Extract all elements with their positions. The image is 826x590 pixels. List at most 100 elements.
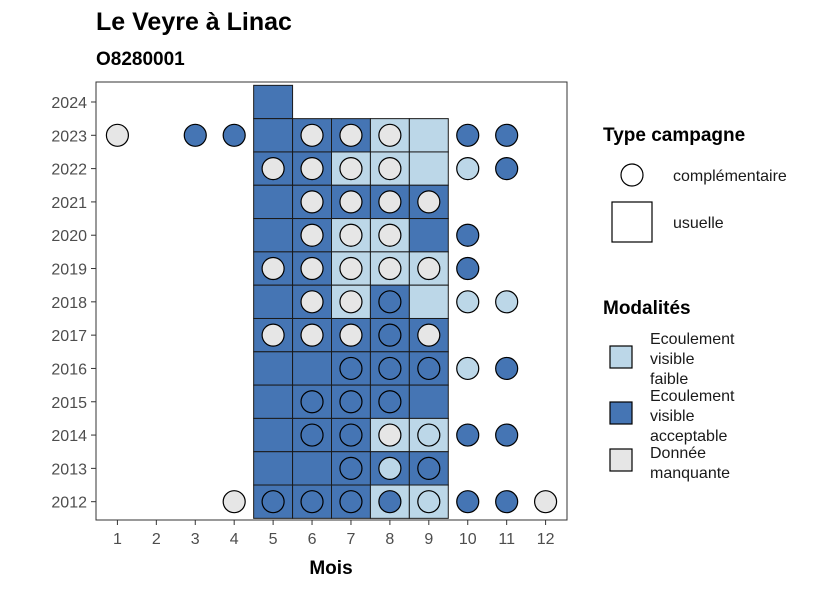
legend-fill-key-2 bbox=[609, 401, 633, 425]
y-tick-label: 2023 bbox=[51, 128, 87, 145]
point-2017-7 bbox=[339, 323, 363, 347]
point-2019-6 bbox=[300, 256, 324, 281]
point-2013-8 bbox=[378, 456, 402, 480]
point-2012-10 bbox=[456, 490, 480, 514]
chart-title: Le Veyre à Linac bbox=[96, 8, 292, 36]
y-axis: 2012 2013 2014 2015 2016 2017 2018 2019 2020 2021… bbox=[51, 95, 96, 512]
legend-fill-label-1: Ecoulement visible faible bbox=[650, 331, 735, 388]
plot-area bbox=[95, 81, 568, 521]
x-tick-label: 12 bbox=[537, 531, 555, 548]
point-2023-4 bbox=[222, 123, 246, 147]
point-2012-7 bbox=[339, 490, 363, 514]
point-2022-6 bbox=[300, 157, 324, 181]
point-2023-10 bbox=[456, 123, 480, 147]
tile-2023-5 bbox=[253, 118, 294, 153]
tile-2013-6 bbox=[292, 451, 332, 486]
point-2023-6 bbox=[300, 123, 324, 147]
y-tick-label: 2014 bbox=[51, 428, 87, 445]
y-tick-label: 2020 bbox=[51, 228, 87, 245]
point-2019-9 bbox=[417, 256, 441, 281]
point-2016-11 bbox=[495, 356, 519, 381]
point-2019-8 bbox=[378, 256, 402, 281]
point-2016-10 bbox=[456, 356, 480, 381]
x-tick-label: 5 bbox=[269, 531, 278, 548]
legend-modalites: Modalités Ecoulement visible faibleEcoulem… bbox=[603, 298, 735, 482]
y-tick-label: 2021 bbox=[51, 195, 87, 212]
tile-2021-5 bbox=[253, 184, 294, 220]
point-2015-8 bbox=[378, 390, 402, 414]
legend-shape-label-2: usuelle bbox=[673, 215, 724, 232]
x-tick-label: 9 bbox=[424, 531, 433, 548]
tile-2020-9 bbox=[408, 218, 449, 253]
x-tick-label: 6 bbox=[308, 531, 317, 548]
legend-fill-label-3: Donnée manquante bbox=[650, 445, 730, 482]
point-2022-5 bbox=[261, 157, 285, 181]
point-2014-10 bbox=[456, 423, 480, 447]
point-2013-7 bbox=[339, 456, 363, 480]
point-2015-6 bbox=[300, 390, 324, 414]
x-axis-title: Mois bbox=[309, 558, 352, 579]
y-tick-label: 2019 bbox=[51, 262, 87, 279]
tile-2018-9 bbox=[408, 284, 449, 319]
x-tick-label: 10 bbox=[459, 531, 477, 548]
tile-2020-5 bbox=[253, 218, 294, 253]
y-tick-label: 2017 bbox=[51, 328, 87, 345]
tile-2024-5 bbox=[253, 84, 294, 120]
point-2015-7 bbox=[339, 390, 363, 414]
point-2016-7 bbox=[339, 356, 363, 381]
tile-2014-5 bbox=[253, 417, 294, 453]
point-2018-6 bbox=[300, 290, 324, 314]
x-tick-label: 1 bbox=[113, 531, 122, 548]
point-2017-8 bbox=[378, 323, 402, 347]
point-2013-9 bbox=[417, 456, 441, 480]
legend-shape-label-1: complémentaire bbox=[673, 168, 787, 185]
point-2014-9 bbox=[417, 423, 441, 447]
point-2012-6 bbox=[300, 490, 324, 514]
y-tick-label: 2013 bbox=[51, 461, 87, 478]
y-tick-label: 2018 bbox=[51, 295, 87, 312]
legend-fill-key-1 bbox=[609, 345, 633, 369]
chart-subtitle: O8280001 bbox=[96, 49, 185, 70]
point-2019-5 bbox=[261, 256, 285, 281]
legend-fill-key-3 bbox=[609, 448, 633, 472]
x-tick-label: 4 bbox=[230, 531, 239, 548]
legend-square-key bbox=[611, 201, 653, 243]
point-2017-5 bbox=[261, 323, 285, 347]
point-2014-7 bbox=[339, 423, 363, 447]
tile-2023-9 bbox=[408, 118, 449, 153]
point-2023-1 bbox=[105, 123, 130, 147]
point-2021-9 bbox=[417, 190, 441, 214]
tile-2018-5 bbox=[253, 284, 294, 319]
points-layer bbox=[105, 123, 558, 514]
point-2017-6 bbox=[300, 323, 324, 347]
x-tick-label: 8 bbox=[385, 531, 394, 548]
legend-shape-title: Type campagne bbox=[603, 125, 745, 146]
point-2016-9 bbox=[417, 356, 441, 381]
x-tick-label: 3 bbox=[191, 531, 200, 548]
legend-circle-key bbox=[620, 163, 644, 187]
point-2012-12 bbox=[533, 490, 558, 514]
point-2021-6 bbox=[300, 190, 324, 214]
tile-2016-6 bbox=[292, 351, 332, 386]
x-tick-label: 2 bbox=[152, 531, 161, 548]
point-2018-7 bbox=[339, 290, 363, 314]
point-2014-11 bbox=[495, 423, 519, 447]
point-2012-4 bbox=[222, 490, 246, 514]
point-2012-9 bbox=[417, 490, 441, 514]
point-2020-10 bbox=[456, 223, 480, 247]
point-2012-8 bbox=[378, 490, 402, 514]
tile-2013-5 bbox=[253, 451, 294, 486]
point-2022-10 bbox=[456, 157, 480, 181]
x-tick-label: 11 bbox=[498, 531, 515, 548]
y-tick-label: 2024 bbox=[51, 95, 87, 112]
point-2022-7 bbox=[339, 157, 363, 181]
legend-type-campagne: Type campagne complémentaire usuelle bbox=[603, 125, 787, 243]
legend-fill-title: Modalités bbox=[603, 298, 691, 319]
point-2018-11 bbox=[495, 290, 519, 314]
point-2016-8 bbox=[378, 356, 402, 381]
y-tick-label: 2016 bbox=[51, 361, 87, 378]
point-2014-6 bbox=[300, 423, 324, 447]
point-2020-7 bbox=[339, 223, 363, 247]
tile-2022-9 bbox=[408, 151, 449, 186]
